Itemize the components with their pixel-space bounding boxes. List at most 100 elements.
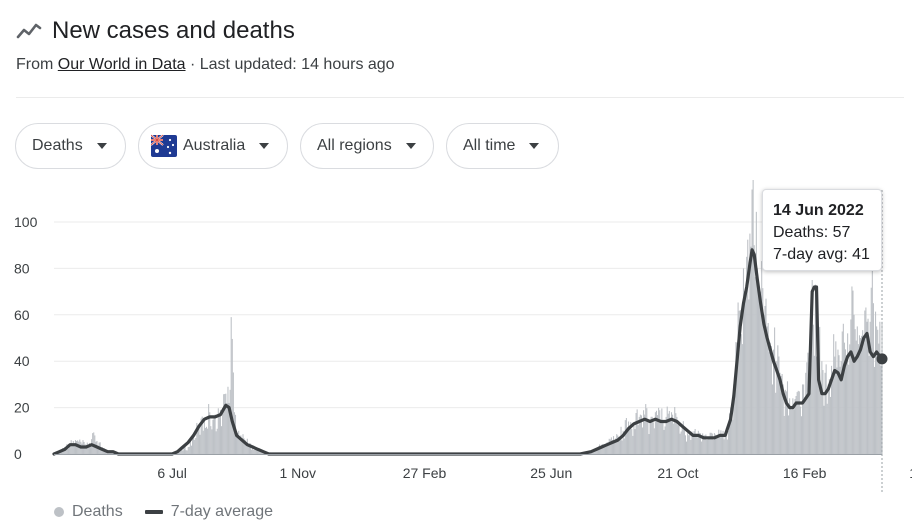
deaths-bar xyxy=(878,343,880,454)
deaths-bar xyxy=(212,419,214,454)
deaths-bar xyxy=(213,417,215,454)
deaths-bar xyxy=(776,361,778,454)
deaths-bar xyxy=(652,422,654,454)
deaths-bar xyxy=(705,434,707,454)
deaths-bar xyxy=(240,435,242,454)
deaths-bar xyxy=(664,426,666,454)
deaths-bar xyxy=(738,310,740,454)
deaths-bar xyxy=(850,319,852,454)
deaths-bar xyxy=(231,338,233,454)
country-dropdown[interactable]: Australia xyxy=(138,123,288,169)
deaths-bar xyxy=(201,416,203,454)
deaths-bar xyxy=(88,442,90,454)
deaths-bar xyxy=(833,334,835,454)
deaths-bar xyxy=(699,433,702,454)
deaths-bar xyxy=(826,403,828,454)
deaths-bar xyxy=(686,441,688,454)
deaths-bar xyxy=(732,419,734,454)
deaths-bar xyxy=(839,366,841,454)
deaths-bar xyxy=(747,239,749,454)
deaths-bar xyxy=(841,331,843,454)
deaths-bar xyxy=(199,434,201,454)
deaths-bar xyxy=(783,415,785,454)
deaths-bar xyxy=(822,370,824,454)
time-dropdown[interactable]: All time xyxy=(446,123,559,169)
deaths-bar xyxy=(672,414,674,454)
deaths-bar xyxy=(70,440,72,454)
deaths-bar xyxy=(721,436,723,454)
deaths-bar xyxy=(718,429,720,454)
deaths-bar xyxy=(804,397,806,454)
deaths-bar xyxy=(703,435,705,454)
deaths-bar xyxy=(619,438,621,454)
deaths-bar xyxy=(762,288,764,454)
deaths-bar xyxy=(73,443,75,454)
deaths-bar xyxy=(187,447,189,454)
deaths-bar xyxy=(712,439,714,454)
deaths-bar xyxy=(838,355,840,454)
deaths-bar xyxy=(616,434,618,454)
deaths-bar xyxy=(842,323,844,454)
deaths-bar xyxy=(757,293,760,454)
deaths-bar xyxy=(661,408,663,454)
deaths-bar xyxy=(794,399,796,454)
deaths-bar xyxy=(252,447,254,454)
region-dropdown[interactable]: All regions xyxy=(300,123,434,169)
deaths-bar xyxy=(632,435,634,454)
deaths-bar xyxy=(767,323,769,454)
deaths-bar xyxy=(689,431,691,454)
deaths-bar xyxy=(775,392,777,454)
deaths-bar xyxy=(217,408,219,454)
deaths-bar xyxy=(870,287,872,454)
deaths-bar xyxy=(745,288,747,454)
deaths-bar xyxy=(697,430,699,454)
deaths-bar xyxy=(253,449,255,454)
deaths-bar xyxy=(737,302,739,454)
deaths-bar xyxy=(847,333,849,454)
deaths-bar xyxy=(648,434,650,454)
deaths-bar xyxy=(623,438,625,454)
deaths-bar xyxy=(215,431,217,454)
deaths-bar xyxy=(179,452,181,454)
deaths-bar xyxy=(249,443,252,454)
deaths-bar xyxy=(629,427,631,454)
deaths-bar xyxy=(752,180,754,454)
deaths-chart[interactable]: 0 20 40 60 80 100 6 Jul 1 Nov 27 Feb 25 Jun 21 Oct… xyxy=(0,180,912,496)
deaths-bar xyxy=(760,291,762,454)
deaths-bar xyxy=(866,321,868,454)
legend-deaths[interactable]: Deaths xyxy=(54,503,123,521)
deaths-bar xyxy=(778,356,780,454)
deaths-bar xyxy=(790,405,792,454)
deaths-bar xyxy=(615,438,617,454)
deaths-bar xyxy=(626,429,629,454)
legend-avg[interactable]: 7-day average xyxy=(144,503,273,521)
deaths-bar xyxy=(759,297,761,454)
deaths-bar xyxy=(768,352,770,454)
deaths-bar xyxy=(681,426,683,454)
deaths-bar xyxy=(813,355,815,454)
metric-dropdown[interactable]: Deaths xyxy=(15,123,126,169)
deaths-bar xyxy=(814,284,816,454)
page-title: New cases and deaths xyxy=(52,17,295,44)
deaths-bar xyxy=(781,374,783,454)
deaths-bar xyxy=(243,438,245,454)
deaths-bar xyxy=(818,349,820,454)
deaths-bar xyxy=(711,433,713,454)
deaths-bar xyxy=(638,416,640,454)
deaths-bar xyxy=(872,303,874,454)
deaths-bar xyxy=(696,437,698,454)
deaths-bar xyxy=(674,406,676,454)
caret-down-icon xyxy=(259,143,270,149)
deaths-bar xyxy=(74,440,77,454)
deaths-bar xyxy=(200,418,202,454)
deaths-bar xyxy=(851,286,853,454)
deaths-bar xyxy=(621,440,623,454)
source-link[interactable]: Our World in Data xyxy=(57,56,186,73)
deaths-bar xyxy=(91,439,93,454)
deaths-bar xyxy=(880,365,882,454)
x-tick-label: 21 Oct xyxy=(657,465,698,481)
deaths-bar xyxy=(68,447,70,454)
deaths-bar xyxy=(879,321,881,454)
deaths-bar xyxy=(203,419,205,454)
deaths-bar xyxy=(849,344,851,454)
